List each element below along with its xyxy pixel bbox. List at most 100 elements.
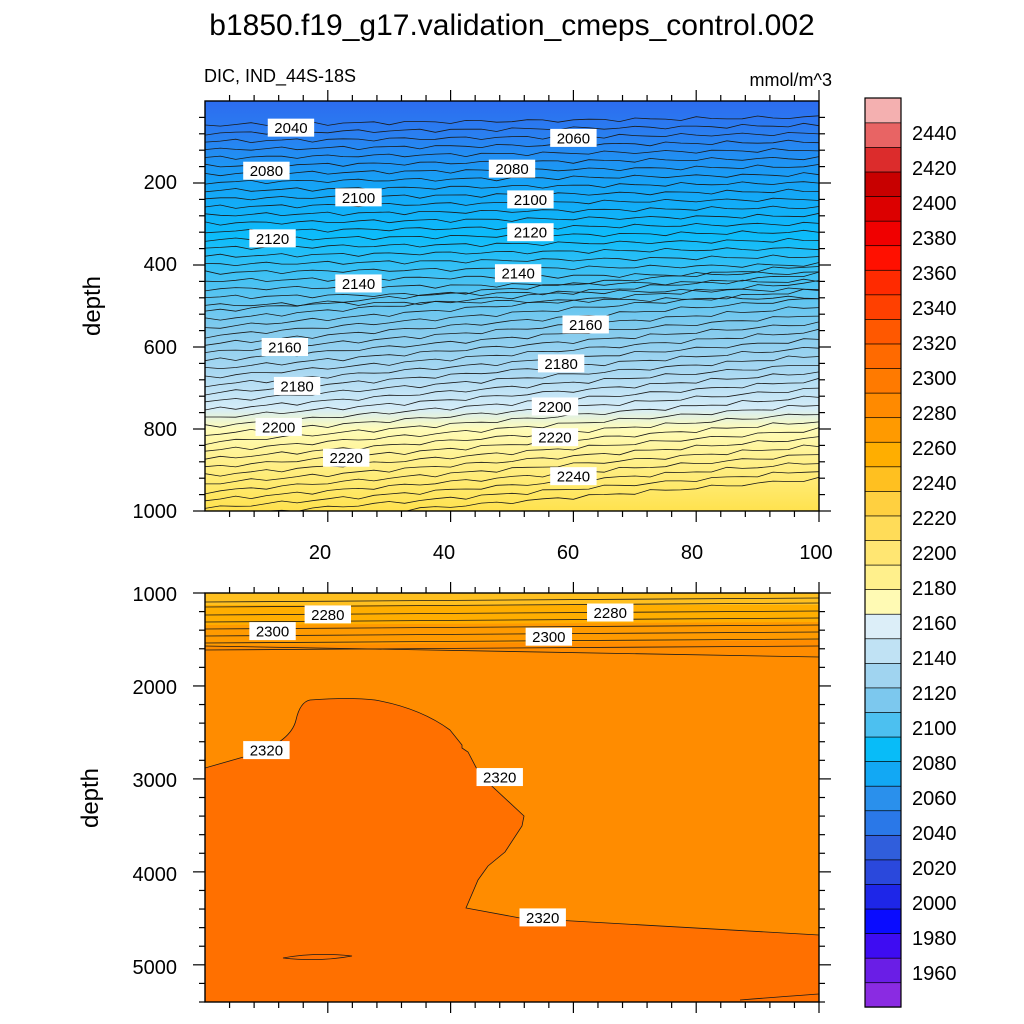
contour-label-text: 2080 (495, 161, 528, 178)
colorbar-segment (864, 589, 902, 615)
lower-region-2320-left (205, 698, 819, 1002)
lower-y-tick-4000: 4000 (133, 864, 178, 886)
lower-contour-labels: 2280 2280 2300 2300 2320 2320 2320 (243, 603, 634, 927)
contour-label-box (323, 448, 370, 467)
variable-label: DIC, IND_44S-18S (204, 66, 356, 87)
upper-contour-line (205, 413, 819, 460)
upper-contour-line (205, 365, 819, 411)
contour-label-box (494, 264, 542, 283)
upper-x-tick-80: 80 (681, 542, 703, 564)
contour-label-text: 2120 (514, 225, 547, 242)
colorbar-segment (864, 785, 902, 812)
contour-label: 2200 (531, 397, 579, 416)
colorbar-segment (864, 564, 902, 591)
colorbar-label: 2220 (912, 508, 957, 530)
colorbar-segment (864, 515, 902, 541)
upper-y-tick-600: 600 (144, 337, 177, 359)
lower-y-tick-3000: 3000 (133, 770, 178, 792)
contour-label-text: 2300 (256, 624, 289, 641)
lower-band-2280 (205, 605, 819, 625)
contour-label: 2300 (249, 622, 296, 641)
colorbar-segment (864, 908, 902, 934)
contour-label: 2080 (243, 161, 290, 180)
colorbar-segment (864, 932, 902, 959)
colorbar-segment (864, 539, 902, 566)
upper-contour-line (205, 295, 819, 307)
colorbar-segment (864, 392, 902, 419)
contour-label-box (261, 338, 309, 356)
upper-y-tick-400: 400 (144, 254, 177, 276)
colorbar-segment (864, 760, 902, 787)
colorbar-segment (864, 711, 902, 738)
colorbar-label: 2040 (912, 823, 957, 845)
contour-label: 2160 (261, 338, 309, 357)
colorbar-segment (864, 982, 902, 1008)
contour-label-box (255, 417, 302, 436)
contour-label-text: 2100 (514, 192, 547, 209)
contour-label-box (525, 627, 573, 646)
upper-contour-line (205, 355, 819, 403)
contour-label-box (243, 741, 290, 760)
colorbar-label: 2060 (912, 788, 957, 810)
lower-bottom-contour (739, 993, 819, 1001)
upper-contour-line (264, 471, 819, 511)
colorbar (864, 97, 902, 1008)
upper-contour-line (205, 212, 819, 226)
upper-contour-line (205, 287, 819, 300)
upper-contour-line (205, 266, 819, 312)
upper-contour-line (205, 271, 819, 321)
upper-x-tick-60: 60 (557, 542, 579, 564)
contour-label-text: 2320 (250, 743, 283, 760)
contour-label-box (519, 908, 566, 927)
contour-label-box (507, 223, 554, 242)
contour-label-box (335, 188, 382, 207)
upper-contour-line (205, 254, 819, 267)
upper-contour-line (205, 395, 819, 445)
colorbar-label: 2360 (912, 263, 957, 285)
contour-label-box (267, 118, 315, 137)
units-label: mmol/m^3 (750, 70, 832, 90)
colorbar-segment (864, 687, 902, 713)
contour-label-text: 2200 (262, 419, 295, 436)
contour-label-box (550, 467, 597, 486)
upper-contour-line (205, 237, 819, 250)
upper-contour-line (205, 328, 819, 379)
colorbar-segment (864, 638, 902, 664)
colorbar-label: 2120 (912, 683, 957, 705)
contour-label: 2160 (562, 315, 609, 334)
upper-contour-line (205, 377, 819, 428)
contour-label-box (249, 229, 296, 248)
colorbar-segment (864, 834, 902, 861)
contour-label: 2180 (273, 376, 321, 395)
lower-panel: 1000 2000 3000 4000 5000 depth 2280 22802… (77, 582, 831, 1013)
upper-contour-line (205, 247, 819, 258)
colorbar-segment (864, 441, 902, 468)
contour-label-text: 2280 (594, 605, 627, 622)
colorbar-label: 2020 (912, 858, 957, 880)
contour-label-box (476, 768, 523, 787)
upper-contour-line (205, 427, 819, 477)
contour-label-box (562, 315, 609, 334)
contour-label: 2320 (519, 908, 566, 927)
contour-label-box (335, 274, 382, 293)
colorbar-label: 2440 (912, 123, 957, 145)
colorbar-label: 2300 (912, 368, 957, 390)
colorbar-label: 1980 (912, 928, 957, 950)
contour-label-text: 2040 (274, 120, 307, 137)
lower-ticks (193, 582, 831, 1013)
contour-label-text: 2100 (342, 190, 375, 207)
colorbar-segment (864, 859, 902, 885)
upper-y-axis-label: depth (79, 276, 106, 336)
upper-x-tick-40: 40 (433, 542, 455, 564)
contour-label: 2060 (550, 128, 597, 147)
contour-label-text: 2300 (532, 629, 565, 646)
contour-label: 2120 (507, 223, 554, 242)
upper-contour-line (205, 181, 819, 193)
contour-label-text: 2160 (268, 340, 301, 357)
colorbar-label: 2380 (912, 228, 957, 250)
contour-label: 2300 (525, 627, 573, 646)
lower-contour-line (205, 645, 819, 658)
colorbar-segment (864, 245, 902, 271)
contour-label-text: 2220 (330, 450, 363, 467)
